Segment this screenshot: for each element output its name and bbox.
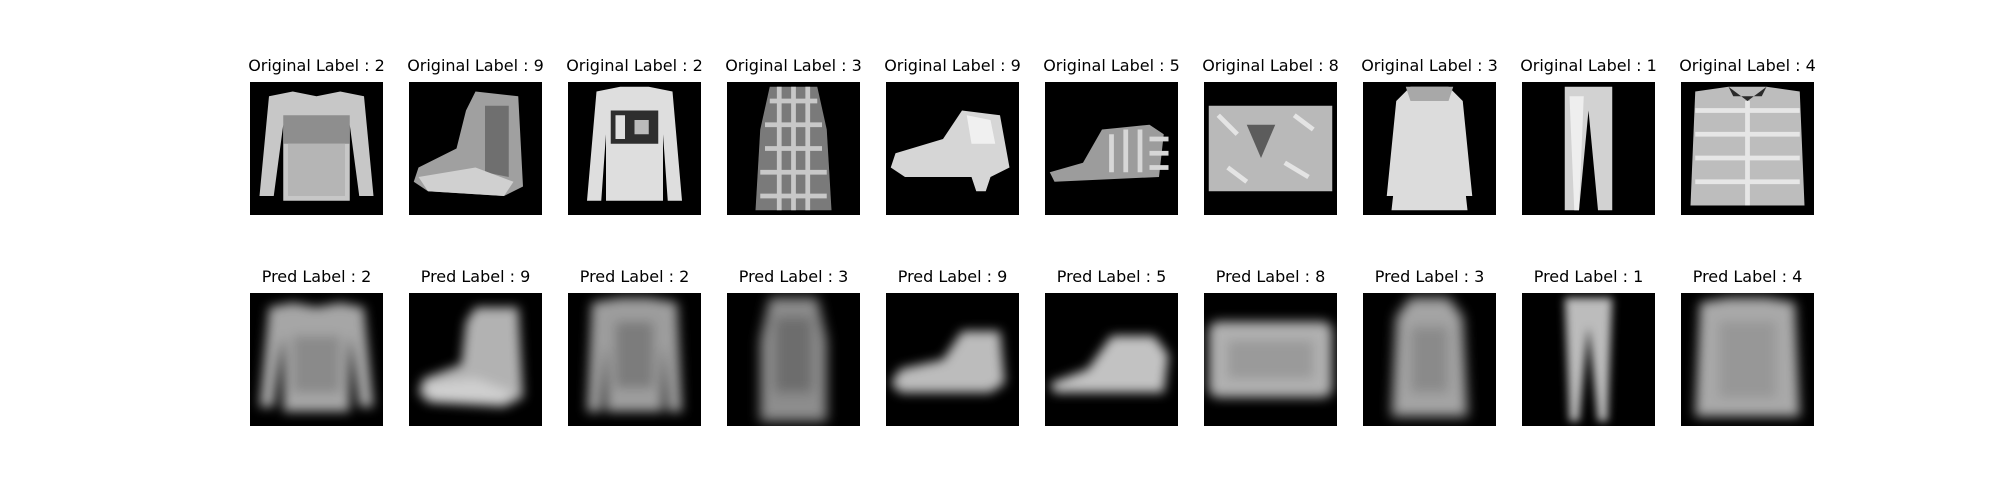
original-label-title: Original Label : 9	[884, 56, 1021, 75]
original-label-title: Original Label : 5	[1043, 56, 1180, 75]
pred-dress-image	[1363, 293, 1496, 426]
original-pullover-image	[568, 82, 701, 215]
pred-label-title: Pred Label : 3	[1374, 267, 1485, 286]
pred-trouser-image	[1522, 293, 1655, 426]
original-label-title: Original Label : 2	[566, 56, 703, 75]
pred-ankle-boot-image	[409, 293, 542, 426]
original-trouser-image	[1522, 82, 1655, 215]
original-label-title: Original Label : 3	[1361, 56, 1498, 75]
original-label-title: Original Label : 8	[1202, 56, 1339, 75]
original-dress-image	[1363, 82, 1496, 215]
original-label-title: Original Label : 2	[248, 56, 385, 75]
pred-coat-image	[1681, 293, 1814, 426]
original-label-title: Original Label : 4	[1679, 56, 1816, 75]
original-pullover-image	[250, 82, 383, 215]
pred-pullover-image	[250, 293, 383, 426]
pred-label-title: Pred Label : 8	[1215, 267, 1326, 286]
pred-label-title: Pred Label : 5	[1056, 267, 1167, 286]
pred-label-title: Pred Label : 4	[1692, 267, 1803, 286]
predicted-images-row: Pred Label : 2 Pred Label : 9 Pred Label…	[0, 267, 2000, 467]
pred-label-title: Pred Label : 1	[1533, 267, 1644, 286]
original-bag-image	[1204, 82, 1337, 215]
original-label-title: Original Label : 9	[407, 56, 544, 75]
original-ankle-boot-image	[409, 82, 542, 215]
pred-sandal-image	[1045, 293, 1178, 426]
pred-bag-image	[1204, 293, 1337, 426]
pred-label-title: Pred Label : 2	[261, 267, 372, 286]
pred-dress-image	[727, 293, 860, 426]
original-label-title: Original Label : 3	[725, 56, 862, 75]
original-dress-image	[727, 82, 860, 215]
pred-label-title: Pred Label : 9	[420, 267, 531, 286]
original-coat-image	[1681, 82, 1814, 215]
original-label-title: Original Label : 1	[1520, 56, 1657, 75]
pred-label-title: Pred Label : 9	[897, 267, 1008, 286]
original-sandal-image	[1045, 82, 1178, 215]
pred-label-title: Pred Label : 3	[738, 267, 849, 286]
pred-ankle-boot-image	[886, 293, 1019, 426]
original-images-row: Original Label : 2 Original Label : 9 Or…	[0, 56, 2000, 256]
pred-pullover-image	[568, 293, 701, 426]
pred-label-title: Pred Label : 2	[579, 267, 690, 286]
original-ankle-boot-image	[886, 82, 1019, 215]
